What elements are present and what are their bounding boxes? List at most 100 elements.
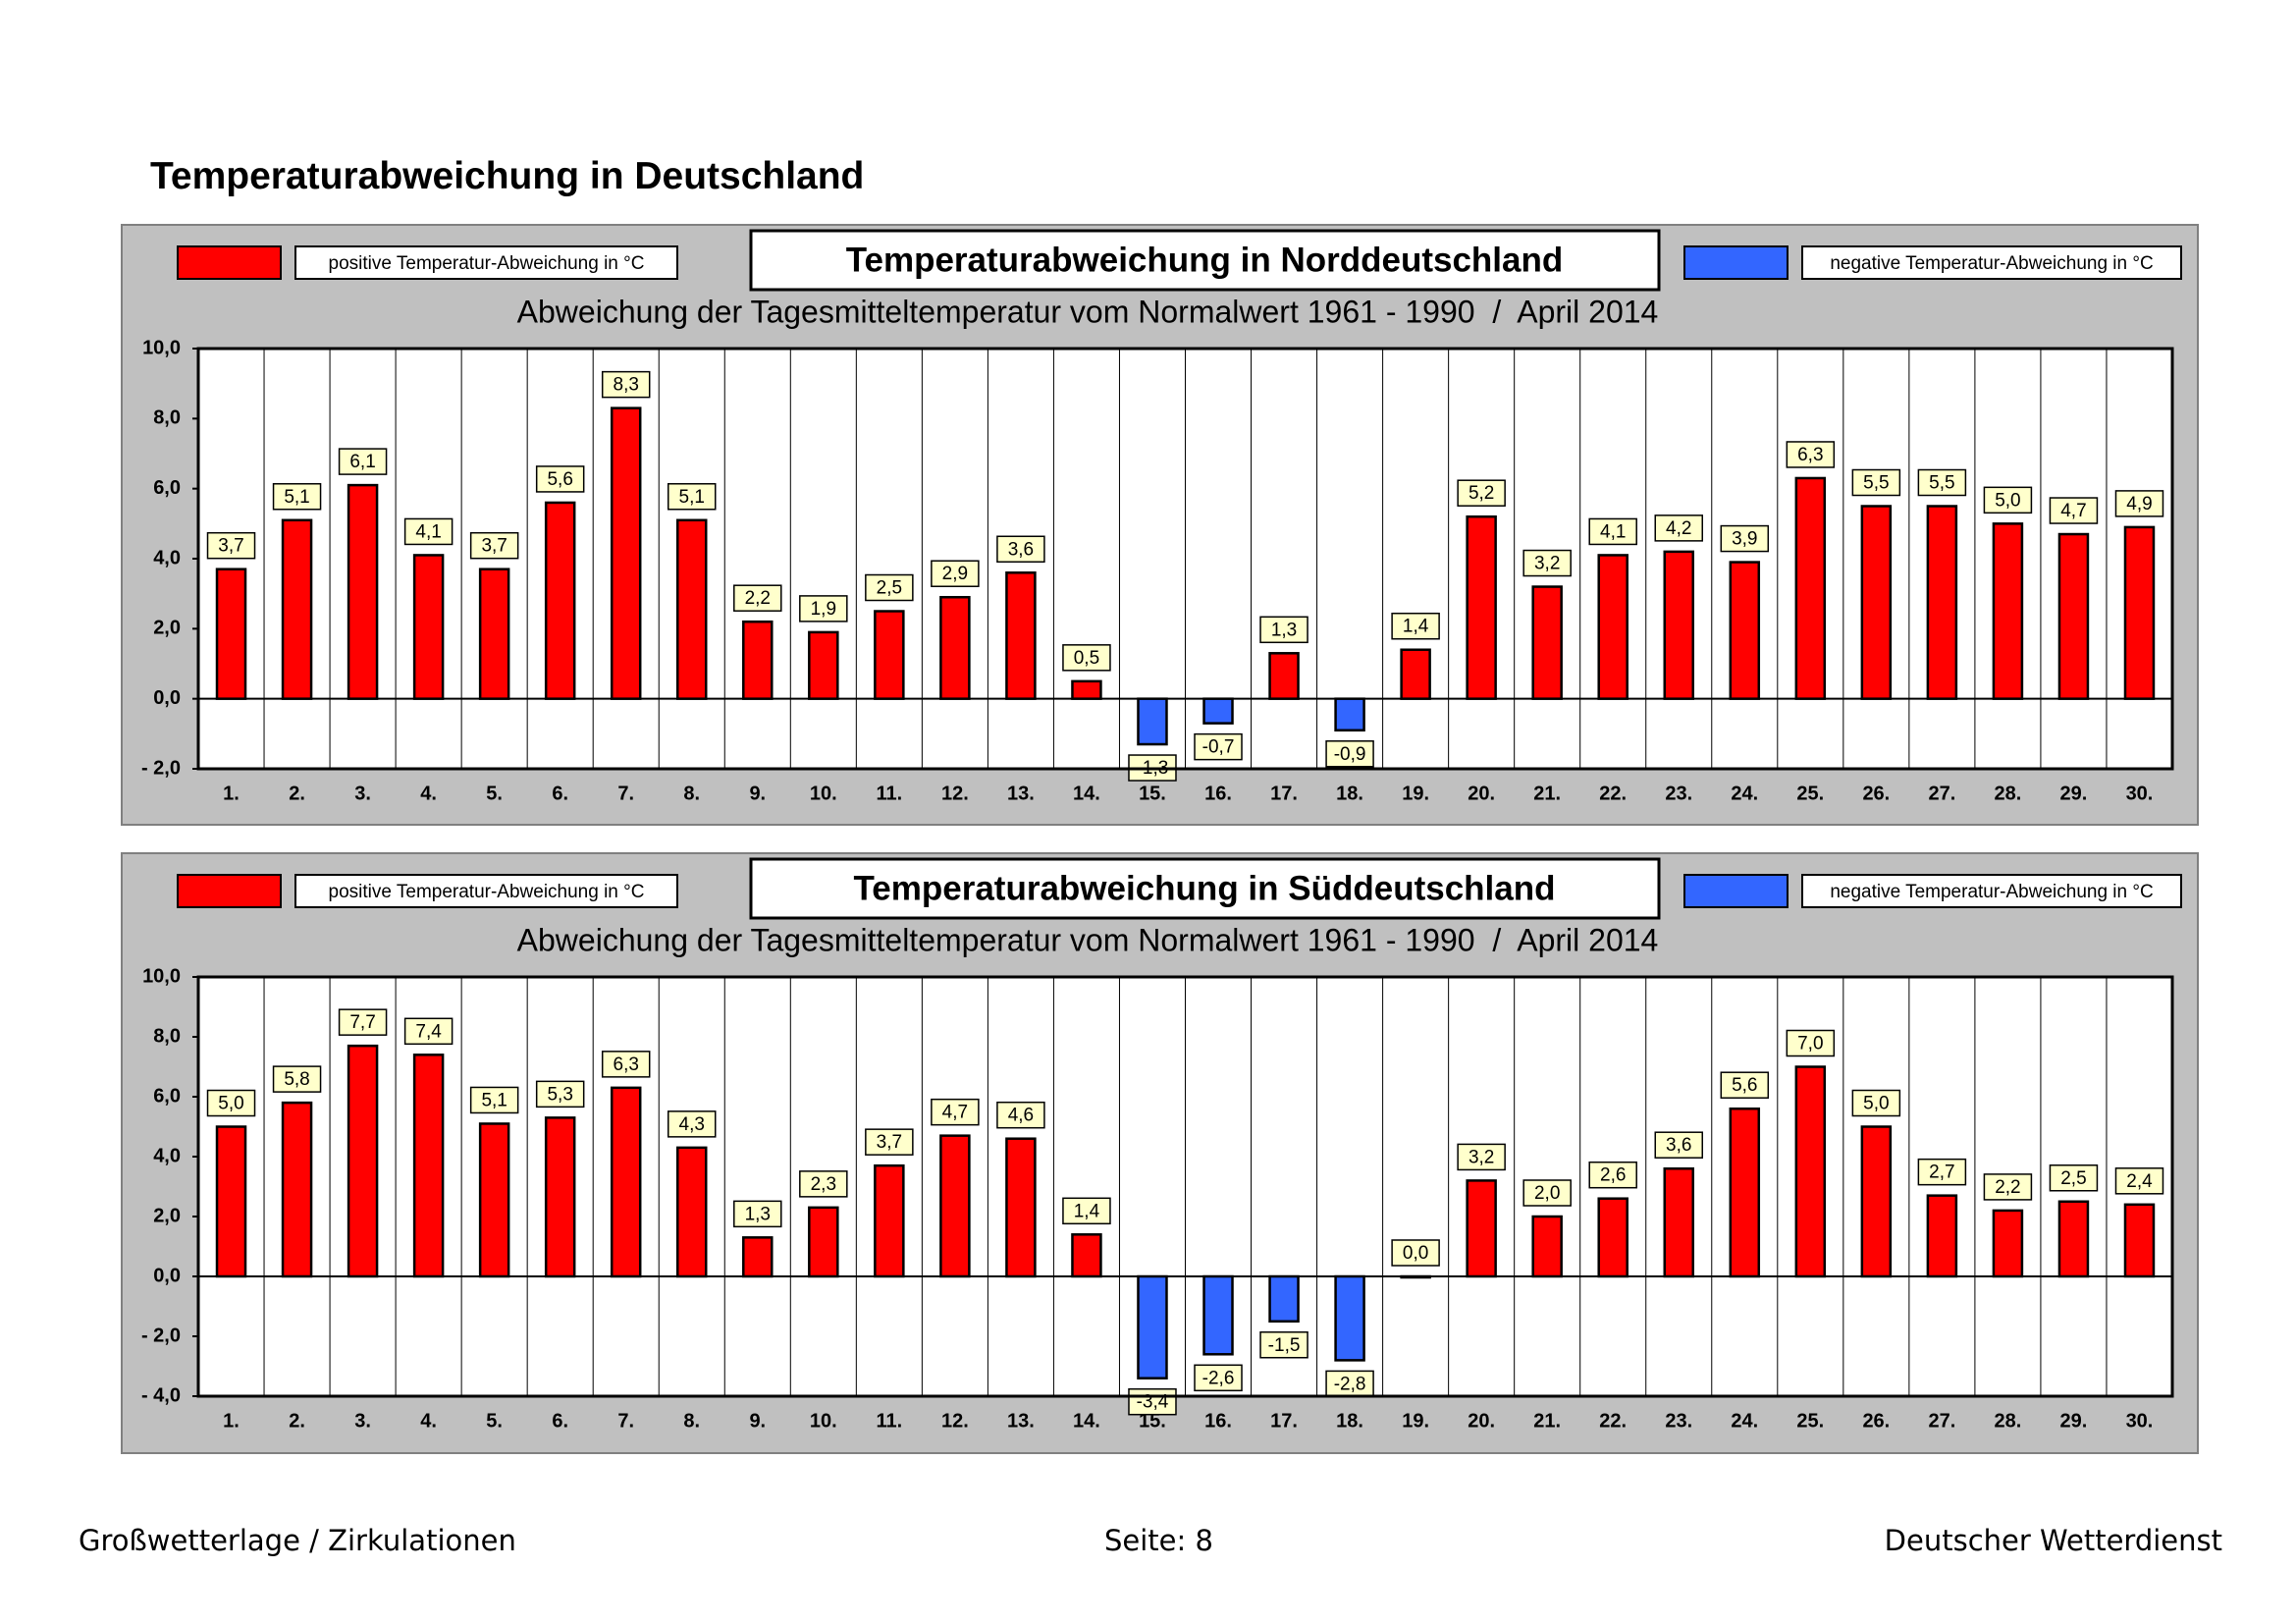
value-label-box <box>865 1128 914 1156</box>
value-label-box <box>338 1008 388 1036</box>
value-label-box <box>1786 1029 1836 1057</box>
value-label-box <box>469 1086 519 1114</box>
value-label: 3,2 <box>1534 554 1560 574</box>
legend-label: positive Temperatur-Abweichung in °C <box>329 882 645 902</box>
value-label-box <box>1194 732 1243 761</box>
value-label: 4,7 <box>2060 501 2086 521</box>
bar <box>1268 652 1300 700</box>
value-label: 4,9 <box>2126 494 2152 514</box>
bar <box>1794 476 1827 700</box>
value-label-box <box>1588 517 1637 546</box>
x-tick-label: 6. <box>552 1410 568 1432</box>
value-label: 2,2 <box>1995 1177 2020 1198</box>
value-label-box <box>1720 524 1770 553</box>
value-label-box <box>1522 1179 1572 1207</box>
x-tick-label: 22. <box>1599 1410 1627 1432</box>
x-tick-label: 1. <box>223 783 240 804</box>
x-tick-label: 11. <box>876 783 902 804</box>
y-tick-label: 4,0 <box>153 1145 181 1166</box>
bar <box>1137 697 1168 746</box>
x-tick-label: 11. <box>876 1410 902 1432</box>
bar <box>347 1044 379 1278</box>
x-tick-label: 28. <box>1995 1410 2022 1432</box>
value-label-box <box>1457 479 1506 507</box>
value-label: 7,4 <box>415 1021 442 1042</box>
x-tick-label: 24. <box>1731 783 1758 804</box>
x-tick-label: 20. <box>1468 783 1495 804</box>
chart-subtitle: Abweichung der Tagesmitteltemperatur vom… <box>517 294 1659 329</box>
value-label: 6,3 <box>1797 445 1823 465</box>
bar <box>1268 1274 1300 1323</box>
bar <box>610 1086 642 1278</box>
value-label: 6,3 <box>614 1055 639 1075</box>
footer-center: Seite: 8 <box>1104 1524 1213 1557</box>
value-label-box <box>1128 1387 1177 1416</box>
x-tick-label: 27. <box>1928 783 1955 804</box>
footer-left: Großwetterlage / Zirkulationen <box>79 1524 516 1557</box>
chart-subtitle: Abweichung der Tagesmitteltemperatur vom… <box>517 922 1659 957</box>
bar <box>610 406 642 700</box>
bar <box>1202 697 1234 725</box>
value-label: 5,0 <box>1995 490 2020 511</box>
legend-box <box>1801 245 2182 280</box>
value-label-box <box>272 1065 322 1093</box>
legend-label: negative Temperatur-Abweichung in °C <box>1830 253 2153 274</box>
legend-swatch <box>177 245 282 280</box>
title-box <box>749 857 1661 920</box>
value-label-box <box>733 1200 782 1228</box>
bar <box>1926 505 1958 700</box>
value-label-box <box>206 531 256 560</box>
x-tick-label: 30. <box>2126 783 2154 804</box>
value-label-box <box>469 531 519 560</box>
value-label-box <box>2114 1167 2164 1195</box>
bar <box>1071 1233 1102 1278</box>
bar <box>1400 1274 1431 1279</box>
value-label: 2,7 <box>1929 1163 1954 1183</box>
bar <box>478 568 510 700</box>
bar <box>1860 505 1893 700</box>
value-label-box <box>1654 514 1703 542</box>
x-tick-label: 29. <box>2060 1410 2088 1432</box>
value-label: 3,7 <box>218 536 243 557</box>
bar <box>1334 1274 1365 1362</box>
value-label: 5,8 <box>284 1069 309 1090</box>
bar <box>676 1146 708 1278</box>
x-tick-label: 30. <box>2126 1410 2154 1432</box>
x-tick-label: 5. <box>486 1410 503 1432</box>
value-label: 0,0 <box>1403 1243 1428 1264</box>
bar <box>1992 522 2024 700</box>
bar <box>808 630 839 700</box>
bar <box>1202 1274 1234 1356</box>
bar <box>1400 648 1431 700</box>
value-label: 5,6 <box>547 469 572 490</box>
bar <box>939 595 971 700</box>
plot-frame <box>196 975 2174 1398</box>
bar <box>281 518 313 700</box>
value-label-box <box>1457 1143 1506 1171</box>
value-label: 0,5 <box>1074 648 1099 669</box>
bar <box>874 610 905 700</box>
value-label-box <box>1391 1239 1440 1267</box>
y-tick-label: 0,0 <box>153 687 181 709</box>
x-tick-label: 22. <box>1599 783 1627 804</box>
charts: positive Temperatur-Abweichung in °C nega… <box>121 224 2199 1454</box>
y-tick-label: - 2,0 <box>141 1325 181 1346</box>
x-tick-label: 18. <box>1336 1410 1363 1432</box>
value-label-box <box>1588 1161 1637 1189</box>
x-tick-label: 9. <box>749 783 766 804</box>
value-label-box <box>1983 1173 2033 1201</box>
value-label-box <box>1522 549 1572 577</box>
bar <box>1597 1197 1629 1278</box>
value-label-box <box>1851 468 1901 497</box>
value-label: 5,0 <box>218 1094 243 1114</box>
value-label: 2,3 <box>811 1174 836 1195</box>
value-label: 5,5 <box>1863 473 1889 494</box>
legend-swatch <box>1683 245 1789 280</box>
x-tick-label: 15. <box>1139 783 1166 804</box>
x-tick-label: 18. <box>1336 783 1363 804</box>
bar <box>544 1116 576 1278</box>
y-tick-label: 6,0 <box>153 477 181 499</box>
bar <box>1071 679 1102 700</box>
value-label-box <box>1654 1131 1703 1159</box>
